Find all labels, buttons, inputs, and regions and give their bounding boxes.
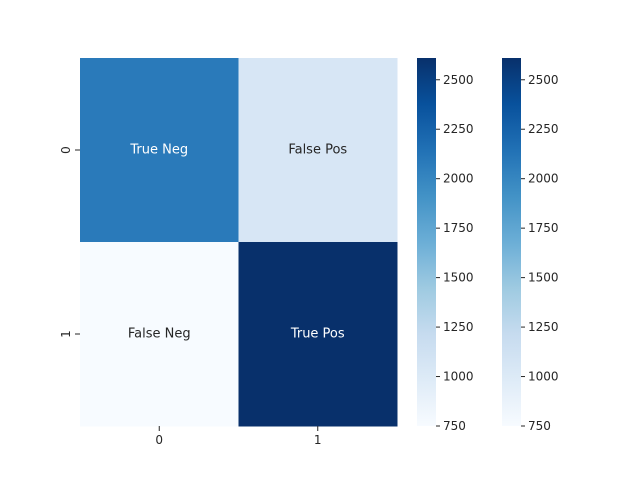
y-tick-label-0: 0	[59, 146, 73, 154]
heatmap-cell-0-0	[80, 58, 239, 243]
colorbar-gradient	[417, 58, 436, 426]
cell-annotations: True Neg False Pos False Neg True Pos	[128, 143, 348, 342]
colorbar-tick-label: 2500	[443, 73, 474, 87]
colorbar-tick-label: 1000	[443, 370, 474, 384]
colorbar-tick-label: 1750	[443, 221, 474, 235]
colorbar-1: 750 1000 1250 1500 1750 2000 2250 2500	[417, 58, 474, 433]
colorbar-tick-label: 2500	[528, 73, 559, 87]
cell-annotation-1-1: True Pos	[290, 327, 345, 342]
y-axis: 01	[59, 146, 80, 338]
y-tick-label-1: 1	[59, 330, 73, 338]
heatmap-cell-1-0	[80, 242, 239, 427]
x-tick-label-1: 1	[314, 433, 322, 447]
heatmap-cell-1-1	[238, 242, 398, 427]
colorbar-tick-label: 2000	[443, 172, 474, 186]
colorbar-tick-label: 1500	[443, 271, 474, 285]
colorbar-tick-label: 1000	[528, 370, 559, 384]
colorbar-tick-label: 1500	[528, 271, 559, 285]
colorbar-2: 750 1000 1250 1500 1750 2000 2250 2500	[502, 58, 559, 433]
colorbar-tick-label: 1250	[528, 320, 559, 334]
cell-annotation-1-0: False Neg	[128, 327, 191, 342]
colorbar-tick-label: 750	[443, 419, 466, 433]
heatmap-cells	[80, 58, 398, 427]
colorbar-tick-label: 1750	[528, 221, 559, 235]
cell-annotation-0-0: True Neg	[129, 143, 188, 158]
heatmap-cell-0-1	[238, 58, 398, 243]
colorbar-tick-label: 2250	[443, 122, 474, 136]
colorbar-tick-label: 1250	[443, 320, 474, 334]
colorbar-tick-label: 750	[528, 419, 551, 433]
colorbar-tick-label: 2000	[528, 172, 559, 186]
cell-annotation-0-1: False Pos	[288, 143, 347, 158]
colorbar-tick-label: 2250	[528, 122, 559, 136]
x-tick-label-0: 0	[155, 433, 163, 447]
colorbars: 750 1000 1250 1500 1750 2000 2250 2500 750 1000 12…	[417, 58, 559, 433]
colorbar-gradient	[502, 58, 521, 426]
